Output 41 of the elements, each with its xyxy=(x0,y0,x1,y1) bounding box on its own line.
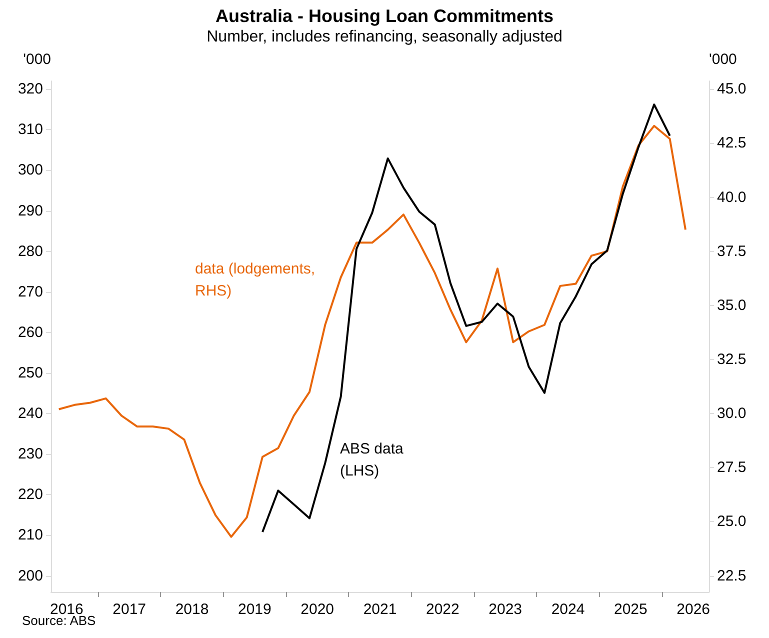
series-label: data (lodgements, RHS) xyxy=(195,260,320,300)
y2-tick-label: 35.0 xyxy=(717,296,746,314)
y2-tick-label: 32.5 xyxy=(717,350,746,368)
y-tick-label: 260 xyxy=(18,324,43,341)
y2-tick-label: 37.5 xyxy=(717,242,746,260)
source-note: Source: ABS xyxy=(22,613,96,628)
y-tick-label: 200 xyxy=(18,567,43,584)
y2-axis-title: '000 xyxy=(709,51,737,68)
y-tick-label: 220 xyxy=(18,486,43,504)
y2-tick-label: 40.0 xyxy=(717,188,746,206)
y-tick-label: 300 xyxy=(18,162,43,179)
x-tick-label: 2021 xyxy=(363,601,397,618)
y2-tick-label: 27.5 xyxy=(717,459,746,476)
chart-title: Australia - Housing Loan Commitments xyxy=(215,6,554,26)
x-tick-label: 2025 xyxy=(614,601,648,618)
y-tick-label: 240 xyxy=(18,405,43,422)
y-tick-label: 210 xyxy=(18,526,43,544)
y2-tick-label: 42.5 xyxy=(717,134,746,152)
x-tick-label: 2018 xyxy=(175,601,209,618)
y-tick-label: 280 xyxy=(18,242,43,260)
line-series xyxy=(58,124,686,538)
y-tick-label: 310 xyxy=(18,121,43,138)
y-tick-label: 270 xyxy=(18,283,43,300)
y2-tick-label: 45.0 xyxy=(717,80,746,98)
chart-subtitle: Number, includes refinancing, seasonally adjusted xyxy=(206,28,562,46)
y-tick-label: 250 xyxy=(18,364,43,382)
y-tick-label: 290 xyxy=(18,202,43,220)
y-tick-label: 230 xyxy=(18,446,43,463)
x-tick-label: 2026 xyxy=(676,601,710,618)
series-label: ABS data (LHS) xyxy=(340,440,408,480)
x-tick-label: 2020 xyxy=(300,601,334,618)
x-tick-label: 2023 xyxy=(488,601,522,618)
y-tick-label: 320 xyxy=(18,80,43,98)
y-axis-title: '000 xyxy=(23,51,51,68)
x-tick-label: 2017 xyxy=(112,601,146,618)
x-tick-label: 2024 xyxy=(551,601,585,618)
x-tick-label: 2019 xyxy=(238,601,272,618)
y2-tick-label: 30.0 xyxy=(717,405,746,422)
y2-tick-label: 25.0 xyxy=(717,513,746,530)
x-tick-label: 2022 xyxy=(426,601,460,618)
y2-tick-label: 22.5 xyxy=(717,567,746,584)
